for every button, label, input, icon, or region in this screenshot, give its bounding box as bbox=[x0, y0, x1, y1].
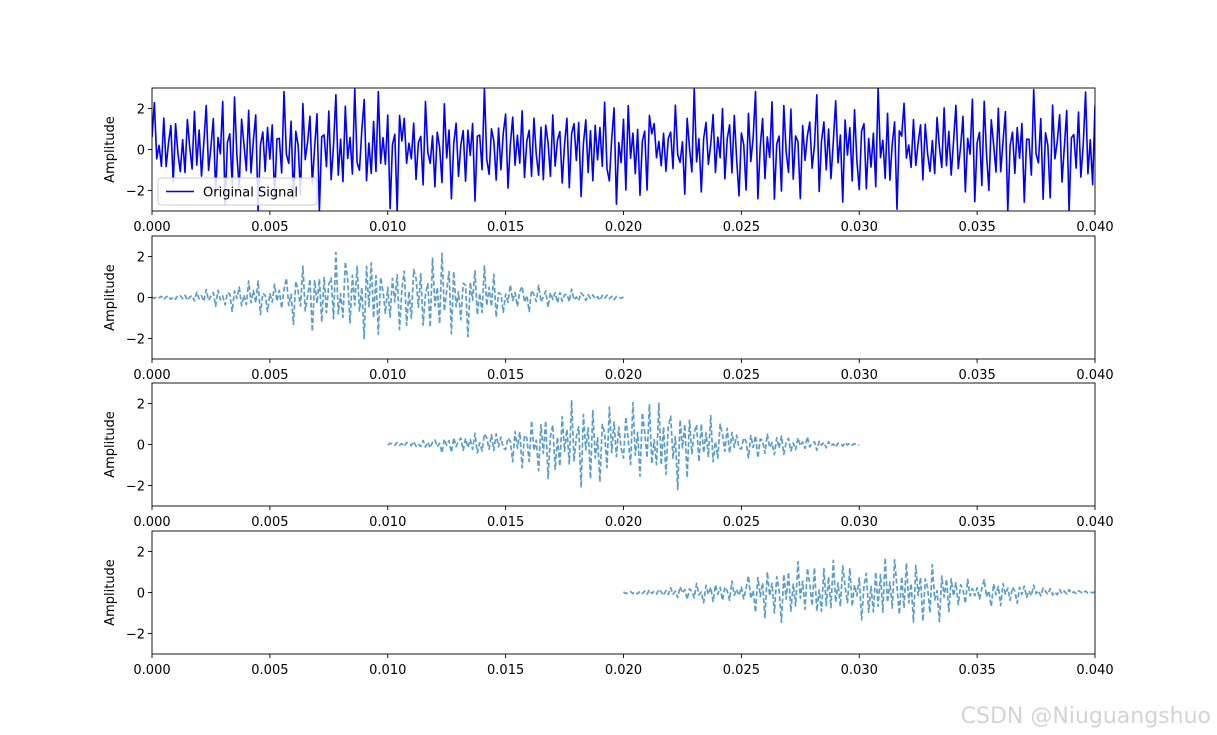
x-tick-label: 0.020 bbox=[605, 220, 642, 235]
y-axis-label: Amplitude bbox=[103, 559, 118, 626]
x-tick-label: 0.025 bbox=[723, 220, 760, 235]
legend: Original Signal bbox=[157, 177, 318, 206]
x-tick-label: 0.040 bbox=[1076, 515, 1113, 530]
x-tick-label: 0.005 bbox=[251, 515, 288, 530]
y-tick-label: 2 bbox=[137, 398, 145, 413]
x-tick-label: 0.010 bbox=[369, 515, 406, 530]
x-tick-label: 0.040 bbox=[1076, 663, 1113, 678]
x-tick-label: 0.015 bbox=[487, 368, 524, 383]
x-tick-label: 0.035 bbox=[959, 220, 996, 235]
x-tick-label: 0.015 bbox=[487, 515, 524, 530]
y-axis-label: Amplitude bbox=[103, 411, 118, 478]
x-tick-label: 0.005 bbox=[251, 368, 288, 383]
x-tick-label: 0.000 bbox=[133, 663, 170, 678]
y-tick-label: −2 bbox=[126, 185, 145, 200]
series-line-1 bbox=[387, 399, 860, 491]
y-axis-label: Amplitude bbox=[103, 264, 118, 331]
y-tick-label: −2 bbox=[126, 333, 145, 348]
y-tick-label: 2 bbox=[137, 103, 145, 118]
x-tick-label: 0.000 bbox=[133, 368, 170, 383]
y-tick-label: 0 bbox=[137, 587, 145, 602]
y-tick-label: −2 bbox=[126, 628, 145, 643]
x-tick-label: 0.025 bbox=[723, 515, 760, 530]
series-line-1 bbox=[152, 88, 1095, 211]
x-tick-label: 0.035 bbox=[959, 515, 996, 530]
y-tick-label: 2 bbox=[137, 251, 145, 266]
y-tick-label: −2 bbox=[126, 480, 145, 495]
x-tick-label: 0.015 bbox=[487, 220, 524, 235]
subplot-3: 0.000 0.005 0.010 0.015 0.020 0.025 0.030 0.035… bbox=[103, 382, 1114, 530]
x-tick-label: 0.005 bbox=[251, 220, 288, 235]
subplot-2: 0.000 0.005 0.010 0.015 0.020 0.025 0.030 0.035… bbox=[103, 235, 1114, 383]
x-tick-label: 0.035 bbox=[959, 663, 996, 678]
watermark: CSDN @Niuguangshuo bbox=[960, 704, 1211, 729]
y-axis-label: Amplitude bbox=[103, 116, 118, 183]
x-tick-label: 0.025 bbox=[723, 368, 760, 383]
x-tick-label: 0.020 bbox=[605, 368, 642, 383]
x-tick-label: 0.015 bbox=[487, 663, 524, 678]
legend-box bbox=[157, 177, 318, 206]
x-tick-label: 0.010 bbox=[369, 220, 406, 235]
x-tick-label: 0.000 bbox=[133, 220, 170, 235]
subplot-1: 0.000 0.005 0.010 0.015 0.020 0.025 0.030 0.035… bbox=[103, 87, 1114, 235]
y-tick-label: 0 bbox=[137, 439, 145, 454]
x-tick-label: 0.030 bbox=[841, 663, 878, 678]
y-tick-label: 0 bbox=[137, 292, 145, 307]
y-tick-label: 0 bbox=[137, 144, 145, 159]
series-line-1 bbox=[622, 556, 1095, 624]
x-tick-label: 0.025 bbox=[723, 663, 760, 678]
x-tick-label: 0.040 bbox=[1076, 220, 1113, 235]
x-tick-label: 0.030 bbox=[841, 220, 878, 235]
x-tick-label: 0.000 bbox=[133, 515, 170, 530]
y-tick-label: 2 bbox=[137, 546, 145, 561]
x-tick-label: 0.030 bbox=[841, 368, 878, 383]
x-tick-label: 0.010 bbox=[369, 368, 406, 383]
legend-label: Original Signal bbox=[203, 186, 298, 201]
x-tick-label: 0.040 bbox=[1076, 368, 1113, 383]
x-tick-label: 0.030 bbox=[841, 515, 878, 530]
x-tick-label: 0.020 bbox=[605, 515, 642, 530]
x-tick-label: 0.035 bbox=[959, 368, 996, 383]
series-line-1 bbox=[152, 251, 624, 340]
subplot-4: 0.000 0.005 0.010 0.015 0.020 0.025 0.030 0.035… bbox=[103, 530, 1114, 678]
x-tick-label: 0.005 bbox=[251, 663, 288, 678]
x-tick-label: 0.020 bbox=[605, 663, 642, 678]
x-tick-label: 0.010 bbox=[369, 663, 406, 678]
